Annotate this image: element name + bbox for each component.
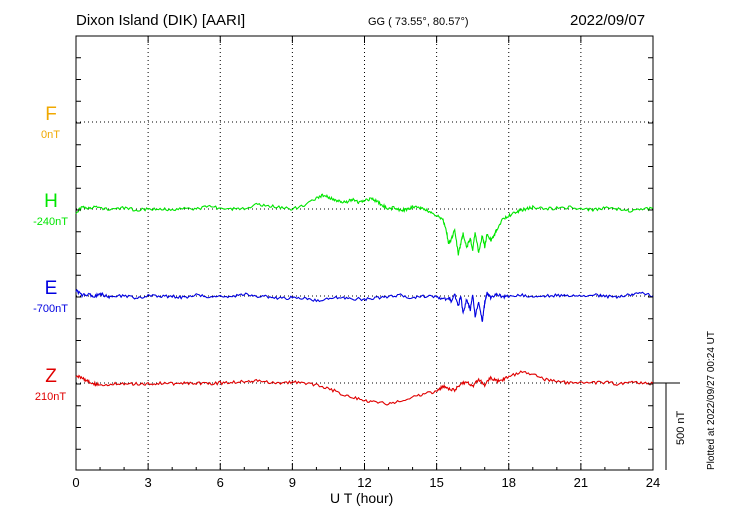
- x-tick-label: 9: [289, 475, 296, 490]
- x-tick-label: 18: [502, 475, 516, 490]
- component-letter-z: Z: [45, 366, 57, 387]
- x-tick-label: 6: [217, 475, 224, 490]
- series-line-z: [75, 370, 654, 406]
- component-baseline-e: -700nT: [33, 303, 68, 315]
- component-letter-e: E: [44, 278, 58, 299]
- component-letter-h: H: [44, 191, 58, 212]
- x-tick-label: 3: [145, 475, 152, 490]
- series-line-h: [75, 193, 653, 256]
- component-baseline-z: 210nT: [34, 391, 67, 403]
- component-baseline-h: -240nT: [33, 216, 68, 228]
- station-title: Dixon Island (DIK) [AARI]: [76, 12, 246, 29]
- x-axis-label: U T (hour): [330, 490, 394, 506]
- component-letter-f: F: [45, 104, 57, 125]
- x-tick-label: 15: [429, 475, 443, 490]
- component-baseline-f: 0nT: [41, 129, 60, 141]
- station-coordinates: GG ( 73.55°, 80.57°): [368, 16, 469, 28]
- series-line-e: [75, 288, 654, 322]
- x-tick-label: 21: [574, 475, 588, 490]
- x-tick-label: 0: [72, 475, 79, 490]
- plot-date: 2022/09/07: [570, 12, 646, 29]
- x-tick-label: 24: [646, 475, 660, 490]
- plotted-timestamp: Plotted at 2022/09/27 00:24 UT: [706, 331, 717, 470]
- x-tick-label: 12: [357, 475, 371, 490]
- scale-bar-label: 500 nT: [675, 410, 687, 445]
